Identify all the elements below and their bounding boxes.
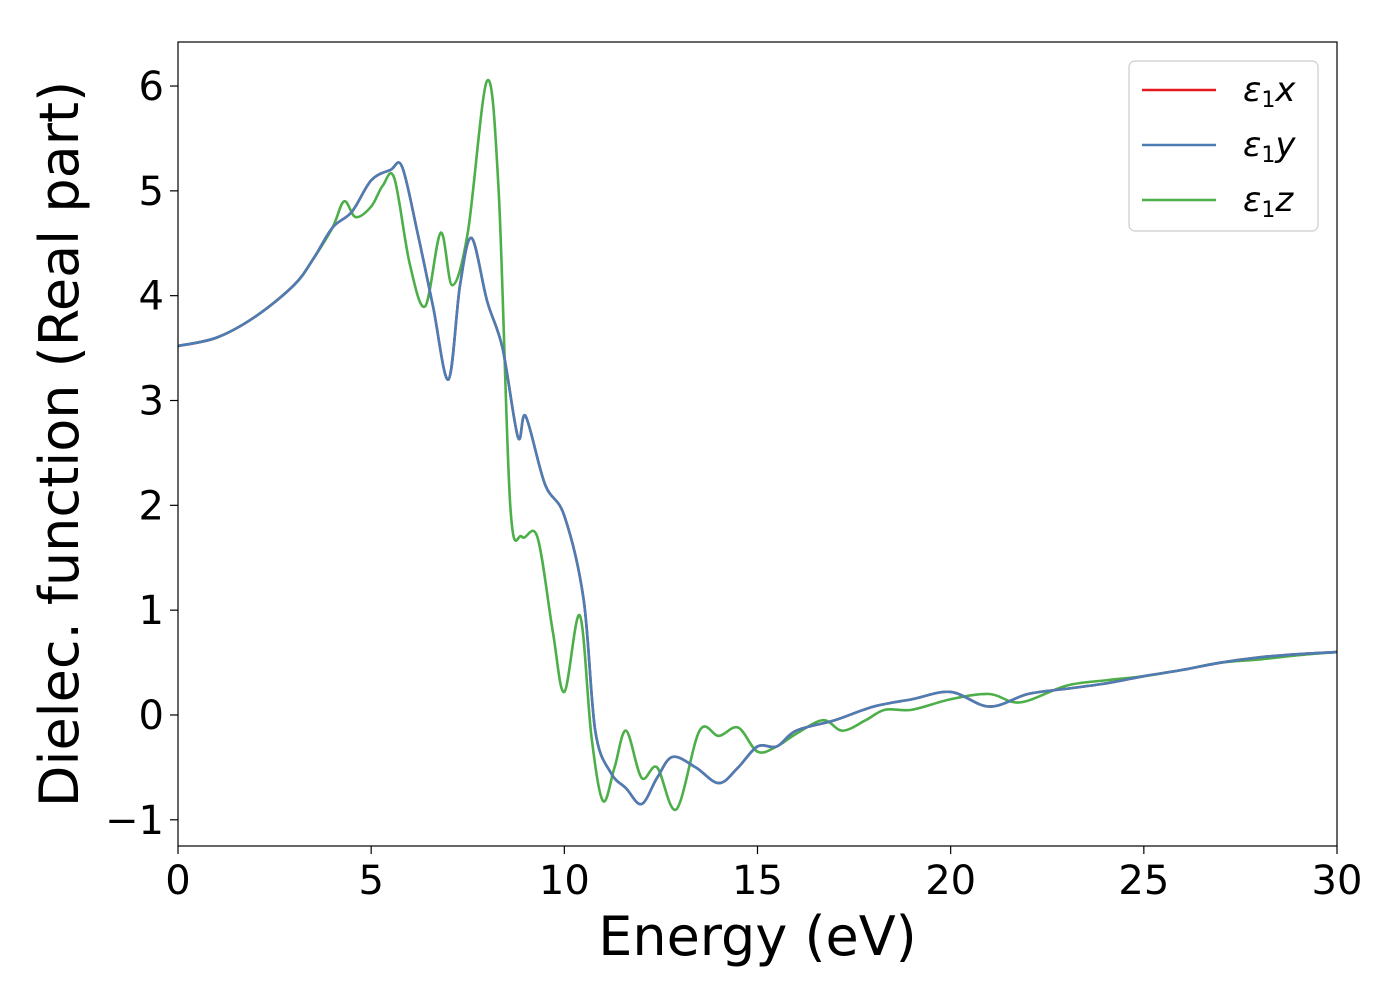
x-tick-label: 5 bbox=[358, 858, 383, 904]
legend-label: ε1x bbox=[1243, 70, 1296, 113]
series-line-z bbox=[177, 78, 1338, 811]
series-line-y bbox=[177, 161, 1338, 806]
x-axis-label: Energy (eV) bbox=[598, 905, 917, 968]
x-tick-label: 15 bbox=[732, 858, 783, 904]
y-tick-label: 3 bbox=[139, 378, 164, 424]
y-tick-label: 5 bbox=[139, 169, 164, 215]
x-axis: 0 5 10 15 20 25 30 bbox=[165, 846, 1362, 904]
x-tick-label: 20 bbox=[925, 858, 976, 904]
y-axis: −1 0 1 2 3 4 5 6 bbox=[105, 64, 178, 844]
y-tick-label: 1 bbox=[139, 588, 164, 634]
x-tick-label: 10 bbox=[539, 858, 590, 904]
x-tick-label: 25 bbox=[1118, 858, 1169, 904]
legend: ε1x ε1y ε1z bbox=[1128, 60, 1319, 232]
legend-label: ε1y bbox=[1243, 125, 1296, 168]
y-axis-label: Dielec. function (Real part) bbox=[28, 81, 91, 807]
legend-box bbox=[1128, 60, 1319, 232]
legend-label: ε1z bbox=[1243, 180, 1294, 223]
y-tick-label: 0 bbox=[139, 693, 164, 739]
series-line-x bbox=[177, 161, 1338, 806]
x-tick-label: 30 bbox=[1312, 858, 1363, 904]
y-tick-label: 2 bbox=[139, 483, 164, 529]
y-tick-label: −1 bbox=[105, 798, 164, 844]
y-tick-label: 6 bbox=[139, 64, 164, 110]
x-tick-label: 0 bbox=[165, 858, 190, 904]
plot-lines bbox=[177, 78, 1338, 811]
y-tick-label: 4 bbox=[139, 274, 164, 320]
